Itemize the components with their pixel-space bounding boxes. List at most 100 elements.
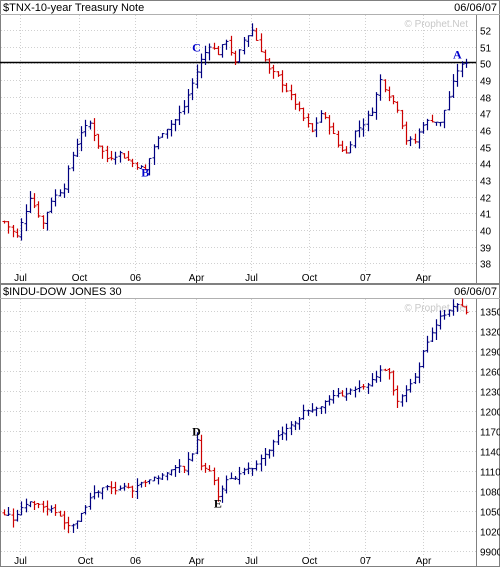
dji-x-tick-label: Apr [416,556,432,567]
tnx-ohlc-bar [45,211,50,231]
tnx-y-tick-label: 38 [480,260,492,271]
dji-x-tick-label: 06 [130,556,142,567]
dji-ohlc-bar [284,423,289,441]
dji-ohlc-bar [58,510,63,517]
tnx-price-bars [2,23,469,241]
tnx-ohlc-bar [92,118,97,142]
tnx-x-tick-label: 07 [360,273,372,284]
dji-ohlc-bar [314,406,319,417]
dji-ohlc-bar [400,394,405,407]
tnx-ohlc-bar [314,117,319,138]
tnx-x-tick-label: Apr [416,273,432,284]
dji-ohlc-bar [156,475,161,485]
tnx-y-tick-label: 49 [480,77,492,88]
dji-ohlc-bar [344,387,349,401]
tnx-ohlc-bar [447,91,452,111]
tnx-ohlc-bar [139,165,144,169]
tnx-ohlc-bar [152,144,157,165]
dji-ohlc-bar [147,479,152,485]
tnx-ohlc-bar [212,42,217,50]
dji-ohlc-bar [177,459,182,473]
tnx-ohlc-bar [464,58,469,68]
tnx-ohlc-bar [15,228,20,238]
dji-ohlc-bar [220,485,225,503]
dji-ohlc-bar [41,500,46,513]
dji-ohlc-bar [464,305,469,315]
tnx-ohlc-bar [374,92,379,120]
tnx-ohlc-bar [408,136,413,147]
dji-y-tick-label: 10500 [480,508,500,519]
dji-ohlc-bar [49,505,54,513]
dji-watermark: © Prophet.Net [404,303,468,314]
dji-frame [0,284,500,567]
dji-ohlc-bar [79,512,84,522]
tnx-ohlc-bar [348,141,353,154]
tnx-y-tick-label: 45 [480,144,492,155]
tnx-y-tick-label: 40 [480,227,492,238]
tnx-ohlc-bar [331,122,336,135]
tnx-ohlc-bar [387,86,392,102]
tnx-ohlc-bar [19,218,24,241]
tnx-ohlc-bar [143,164,148,171]
dji-y-tick-label: 11700 [480,428,500,439]
dji-ohlc-bar [391,370,396,396]
dji-ohlc-bar [135,478,140,500]
tnx-ohlc-bar [319,110,324,123]
tnx-ohlc-bar [79,126,84,152]
dji-ohlc-bar [259,454,264,472]
tnx-ohlc-bar [182,100,187,115]
tnx-ohlc-bar [438,121,443,127]
dji-ohlc-bar [32,500,37,510]
tnx-ohlc-bar [357,120,362,138]
tnx-ohlc-bar [173,118,178,132]
dji-ohlc-bar [66,516,71,534]
dji-x-tick-label: Oct [302,556,318,567]
tnx-ohlc-bar [229,35,234,56]
tnx-ohlc-bar [344,146,349,154]
tnx-ohlc-bar [370,107,375,117]
tnx-annotation-a: A [453,47,462,61]
tnx-ohlc-bar [135,161,140,170]
tnx-ohlc-bar [41,215,46,230]
tnx-ohlc-bar [126,150,131,161]
dji-y-tick-label: 9900 [480,548,500,559]
tnx-ohlc-bar [24,204,29,232]
dji-ohlc-bar [280,426,285,440]
tnx-ohlc-bar [113,151,118,165]
tnx-ohlc-bar [147,157,152,176]
tnx-ohlc-bar [434,121,439,126]
dji-ohlc-bar [438,310,443,330]
dji-ohlc-bar [83,505,88,515]
dji-y-tick-label: 12000 [480,408,500,419]
tnx-y-tick-label: 44 [480,160,492,171]
tnx-ohlc-bar [58,189,63,197]
tnx-ohlc-bar [242,36,247,55]
dji-ohlc-bar [199,434,204,471]
tnx-title: $TNX-10-year Treasury Note [3,2,144,14]
tnx-ohlc-bar [271,64,276,79]
tnx-ohlc-bar [62,183,67,198]
dji-ohlc-bar [109,481,114,495]
tnx-ohlc-bar [254,27,259,41]
dji-ohlc-bar [11,508,16,528]
tnx-watermark: © Prophet.Net [404,19,468,30]
tnx-x-tick-label: 06 [130,273,142,284]
tnx-ohlc-bar [250,23,255,37]
tnx-ohlc-bar [323,112,328,120]
tnx-ohlc-bar [220,44,225,58]
dji-ohlc-bar [212,467,217,486]
tnx-ohlc-bar [199,53,204,79]
dji-ohlc-bar [71,523,76,533]
dji-ohlc-bar [19,501,24,516]
dji-title: $INDU-DOW JONES 30 [3,286,122,298]
tnx-ohlc-bar [11,224,16,238]
dji-ohlc-bar [451,299,456,316]
tnx-ohlc-bar [460,61,465,78]
dji-annotation-d: D [192,424,201,438]
tnx-ohlc-bar [404,121,409,145]
dji-ohlc-bar [383,368,388,372]
tnx-frame [0,0,500,284]
tnx-ohlc-bar [246,35,251,47]
tnx-x-tick-label: Jul [245,273,258,284]
dji-ohlc-bar [301,404,306,420]
